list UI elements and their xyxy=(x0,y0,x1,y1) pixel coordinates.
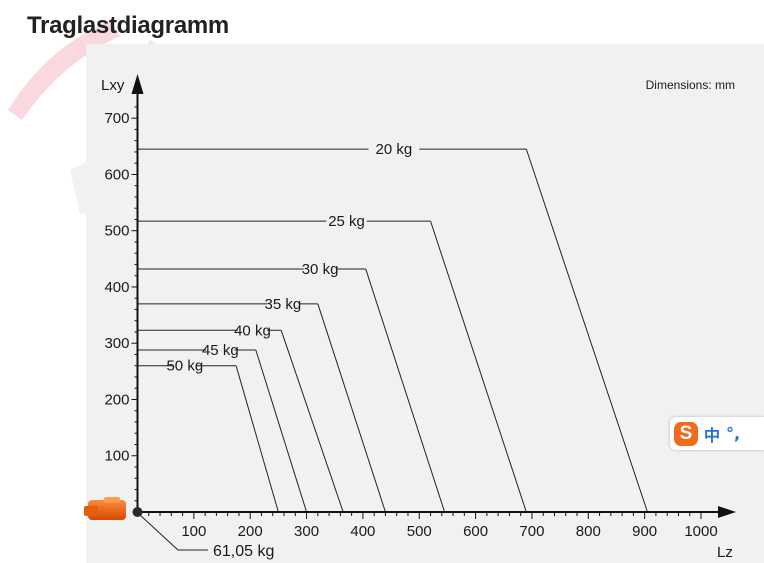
load-curve-label: 20 kg xyxy=(376,141,413,158)
base-load-label: 61,05 kg xyxy=(213,543,274,560)
page-title: Traglastdiagramm xyxy=(27,12,229,39)
origin-dot xyxy=(132,507,143,517)
x-tick-label: 900 xyxy=(632,523,657,540)
base-leader-line xyxy=(139,514,208,551)
robot-flange-icon xyxy=(84,497,126,520)
x-axis-label: Lz xyxy=(717,544,733,561)
ime-toolbar[interactable]: S 中 °, xyxy=(670,417,764,450)
y-tick-label: 700 xyxy=(104,110,129,127)
y-tick-label: 100 xyxy=(104,448,129,465)
y-axis-label: Lxy xyxy=(101,77,125,94)
load-curve-label: 50 kg xyxy=(166,358,203,375)
x-tick-label: 600 xyxy=(463,523,488,540)
load-curve-label: 35 kg xyxy=(265,296,302,313)
ime-punctuation-toggle[interactable]: °, xyxy=(726,424,741,443)
load-curve-label: 25 kg xyxy=(328,213,365,230)
x-tick-label: 500 xyxy=(407,523,432,540)
x-tick-label: 300 xyxy=(294,523,319,540)
ime-language-toggle[interactable]: 中 xyxy=(704,425,721,445)
x-tick-label: 800 xyxy=(576,523,601,540)
ime-logo-icon[interactable]: S xyxy=(674,421,698,446)
x-tick-label: 1000 xyxy=(684,523,717,540)
y-tick-label: 200 xyxy=(104,391,129,408)
load-curve-slope xyxy=(255,349,308,513)
load-curve-slope xyxy=(235,365,279,513)
y-axis-arrow xyxy=(131,74,144,94)
y-tick-label: 300 xyxy=(104,335,129,352)
y-tick-label: 500 xyxy=(104,223,129,240)
load-curve-label: 30 kg xyxy=(302,261,339,278)
x-tick-label: 100 xyxy=(181,523,206,540)
load-curve-slope xyxy=(317,303,386,513)
load-curve-slope xyxy=(525,148,648,513)
dimensions-note: Dimensions: mm xyxy=(646,78,735,92)
x-tick-label: 200 xyxy=(238,523,263,540)
load-curve-label: 40 kg xyxy=(234,322,271,339)
x-tick-label: 400 xyxy=(350,523,375,540)
load-curve-slope xyxy=(430,220,527,513)
load-curve-slope xyxy=(365,268,446,513)
load-curve-label: 45 kg xyxy=(202,342,239,359)
x-tick-label: 700 xyxy=(519,523,544,540)
y-tick-label: 400 xyxy=(104,279,129,296)
load-curve-slope xyxy=(280,330,344,513)
y-tick-label: 600 xyxy=(104,166,129,183)
x-axis-arrow xyxy=(718,506,736,518)
